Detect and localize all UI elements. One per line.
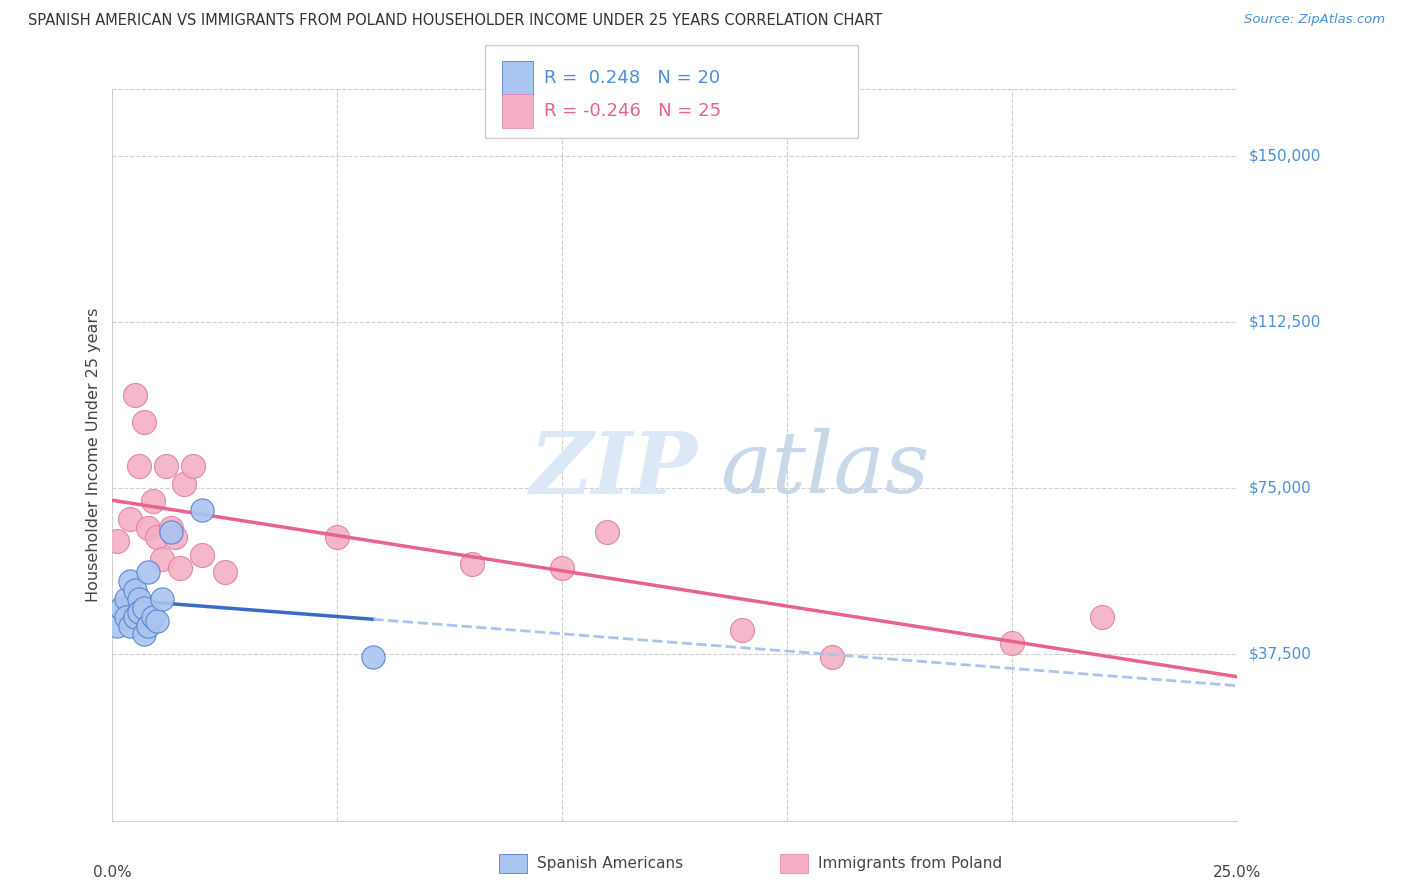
Point (731, 623, 754, 637)
Point (142, 609, 165, 624)
Point (461, 557, 484, 571)
Point (191, 548, 214, 562)
Point (142, 494, 165, 508)
Point (150, 592, 173, 607)
Text: Spanish Americans: Spanish Americans (537, 856, 683, 871)
Point (120, 512, 142, 526)
Text: Immigrants from Poland: Immigrants from Poland (818, 856, 1002, 871)
Point (120, 618, 142, 632)
Point (124, 583, 146, 598)
Text: $150,000: $150,000 (1249, 148, 1320, 163)
Point (191, 503, 214, 517)
Point (160, 525, 183, 540)
Point (115, 592, 138, 607)
Point (596, 525, 619, 540)
Text: $37,500: $37,500 (1249, 647, 1312, 662)
Point (128, 592, 150, 607)
Point (128, 605, 150, 619)
Text: atlas: atlas (720, 428, 929, 511)
Text: 0.0%: 0.0% (93, 865, 132, 880)
Point (105, 618, 128, 632)
Text: $112,500: $112,500 (1249, 315, 1320, 329)
Point (138, 566, 160, 580)
Point (138, 618, 160, 632)
Point (363, 649, 385, 664)
Text: R = -0.246   N = 25: R = -0.246 N = 25 (544, 102, 721, 120)
Point (138, 521, 160, 535)
Point (132, 627, 155, 641)
Text: $75,000: $75,000 (1249, 481, 1312, 496)
Point (160, 521, 183, 535)
Text: R =  0.248   N = 20: R = 0.248 N = 20 (544, 69, 720, 87)
Point (150, 552, 173, 566)
Point (326, 530, 349, 544)
Point (146, 614, 169, 628)
Point (169, 561, 191, 575)
Point (132, 415, 155, 429)
Y-axis label: Householder Income Under 25 years: Householder Income Under 25 years (86, 308, 101, 602)
Point (183, 458, 205, 473)
Point (124, 388, 146, 402)
Point (1001, 636, 1024, 650)
Point (124, 609, 146, 624)
Point (110, 600, 132, 615)
Text: SPANISH AMERICAN VS IMMIGRANTS FROM POLAND HOUSEHOLDER INCOME UNDER 25 YEARS COR: SPANISH AMERICAN VS IMMIGRANTS FROM POLA… (28, 13, 883, 29)
Point (1091, 609, 1114, 624)
Point (165, 530, 187, 544)
Point (132, 600, 155, 615)
Point (551, 561, 574, 575)
Point (146, 530, 169, 544)
Text: 25.0%: 25.0% (1213, 865, 1261, 880)
Text: ZIP: ZIP (530, 428, 697, 511)
Point (105, 534, 128, 549)
Point (214, 566, 236, 580)
Point (115, 609, 138, 624)
Point (128, 458, 150, 473)
Point (155, 458, 177, 473)
Point (821, 649, 844, 664)
Point (173, 476, 195, 491)
Point (120, 574, 142, 589)
Text: Source: ZipAtlas.com: Source: ZipAtlas.com (1244, 13, 1385, 27)
